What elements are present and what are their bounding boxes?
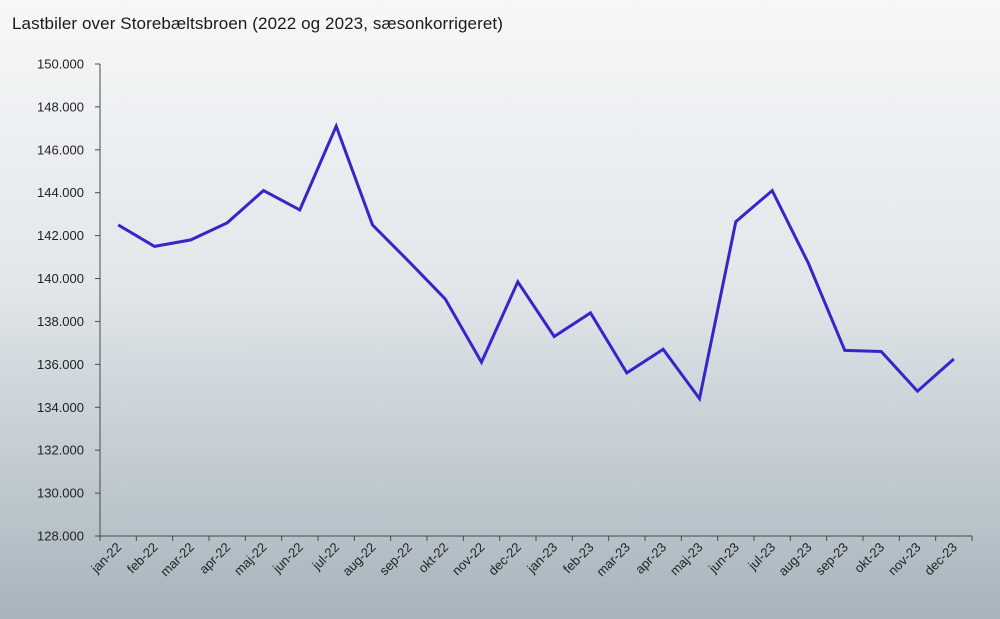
x-tick-label: okt-22 [415,540,451,576]
x-tick-label: feb-22 [124,540,161,577]
x-tick-label: nov-23 [885,540,924,579]
y-tick-label: 136.000 [37,357,84,372]
x-tick-label: maj-23 [667,540,706,579]
x-tick-label: apr-23 [632,540,669,577]
x-tick-label: okt-23 [851,540,887,576]
y-tick-label: 148.000 [37,99,84,114]
x-tick-label: nov-22 [449,540,488,579]
x-tick-label: maj-22 [231,540,270,579]
x-tick-label: sep-22 [376,540,415,579]
y-tick-label: 142.000 [37,228,84,243]
x-tick-label: mar-22 [157,540,197,580]
chart-axes [99,64,972,537]
x-tick-label: jul-22 [308,540,342,574]
y-tick-label: 140.000 [37,271,84,286]
chart-title: Lastbiler over Storebæltsbroen (2022 og … [12,14,503,33]
x-tick-label: mar-23 [593,540,633,580]
y-tick-label: 144.000 [37,185,84,200]
y-tick-label: 138.000 [37,314,84,329]
x-tick-label: jul-23 [744,540,778,574]
x-tick-label: sep-23 [812,540,851,579]
x-tick-label: aug-22 [339,540,378,579]
series-line [117,122,955,403]
y-tick-label: 130.000 [37,486,84,501]
x-tick-label: apr-22 [196,540,233,577]
x-tick-label: jan-22 [87,540,124,577]
x-tick-label: aug-23 [775,540,814,579]
x-tick-label: dec-22 [485,540,524,579]
y-tick-label: 134.000 [37,400,84,415]
chart-series [117,122,955,403]
x-tick-label: dec-23 [921,540,960,579]
x-tick-label: jun-23 [705,540,742,577]
y-tick-label: 146.000 [37,142,84,157]
y-tick-label: 150.000 [37,57,84,72]
y-axis-ticks: 128.000 130.000 132.000 134.000 136.000 138.0… [37,57,100,544]
y-tick-label: 128.000 [37,529,84,544]
y-tick-label: 132.000 [37,443,84,458]
x-tick-label: feb-23 [560,540,597,577]
x-tick-label: jun-22 [269,540,306,577]
x-tick-label: jan-23 [523,540,560,577]
